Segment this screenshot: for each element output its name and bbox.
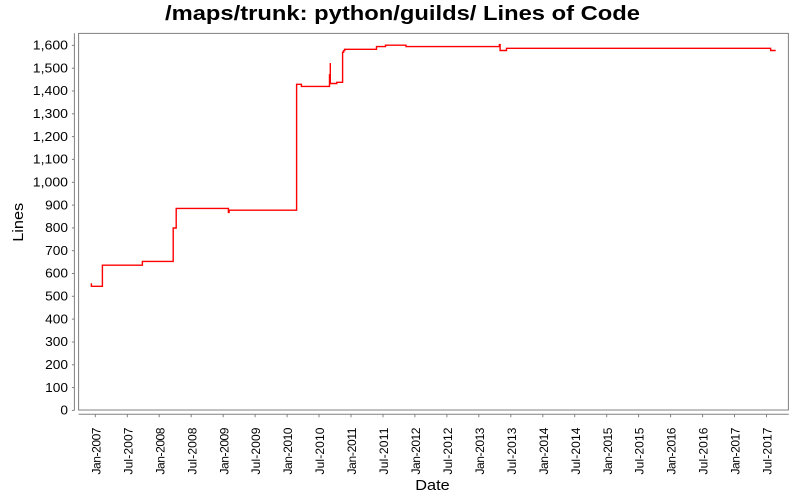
svg-text:Jul-2016: Jul-2016 bbox=[697, 427, 711, 474]
svg-text:Jan-2014: Jan-2014 bbox=[537, 427, 551, 474]
svg-text:1,200: 1,200 bbox=[33, 130, 68, 144]
svg-text:Jan-2016: Jan-2016 bbox=[665, 427, 679, 474]
svg-text:Jul-2014: Jul-2014 bbox=[569, 427, 583, 474]
svg-text:1,500: 1,500 bbox=[33, 61, 68, 75]
svg-text:Jan-2017: Jan-2017 bbox=[729, 427, 743, 474]
svg-text:0: 0 bbox=[60, 404, 68, 418]
svg-text:Jan-2010: Jan-2010 bbox=[281, 427, 295, 474]
svg-text:700: 700 bbox=[45, 244, 68, 258]
svg-text:Jan-2015: Jan-2015 bbox=[601, 427, 615, 474]
svg-text:1,400: 1,400 bbox=[33, 84, 68, 98]
svg-text:Jan-2009: Jan-2009 bbox=[217, 427, 231, 474]
svg-text:Jul-2015: Jul-2015 bbox=[633, 427, 647, 474]
svg-text:Jan-2012: Jan-2012 bbox=[409, 427, 423, 474]
svg-text:Jul-2011: Jul-2011 bbox=[377, 427, 391, 474]
svg-text:300: 300 bbox=[45, 335, 68, 349]
svg-text:Jul-2017: Jul-2017 bbox=[761, 427, 775, 474]
svg-text:1,000: 1,000 bbox=[33, 176, 68, 190]
svg-text:900: 900 bbox=[45, 198, 68, 212]
svg-text:Jul-2008: Jul-2008 bbox=[185, 427, 199, 474]
svg-text:Jul-2009: Jul-2009 bbox=[249, 427, 263, 474]
svg-text:Jul-2010: Jul-2010 bbox=[313, 427, 327, 474]
svg-text:Lines: Lines bbox=[11, 203, 27, 242]
svg-text:Jan-2013: Jan-2013 bbox=[473, 427, 487, 474]
svg-text:Jul-2007: Jul-2007 bbox=[121, 427, 135, 474]
svg-text:800: 800 bbox=[45, 221, 68, 235]
svg-text:1,300: 1,300 bbox=[33, 107, 68, 121]
svg-text:Jan-2007: Jan-2007 bbox=[89, 427, 103, 474]
svg-text:1,100: 1,100 bbox=[33, 153, 68, 167]
svg-text:600: 600 bbox=[45, 267, 68, 281]
svg-text:500: 500 bbox=[45, 290, 68, 304]
svg-text:400: 400 bbox=[45, 312, 68, 326]
svg-text:Date: Date bbox=[415, 478, 449, 494]
svg-text:Jan-2011: Jan-2011 bbox=[345, 427, 359, 474]
svg-text:/maps/trunk: python/guilds/ Li: /maps/trunk: python/guilds/ Lines of Cod… bbox=[165, 3, 640, 25]
svg-text:Jul-2013: Jul-2013 bbox=[505, 427, 519, 474]
svg-text:Jan-2008: Jan-2008 bbox=[153, 427, 167, 474]
svg-text:200: 200 bbox=[45, 358, 68, 372]
svg-text:1,600: 1,600 bbox=[33, 39, 68, 53]
svg-text:100: 100 bbox=[45, 381, 68, 395]
svg-text:Jul-2012: Jul-2012 bbox=[441, 427, 455, 474]
